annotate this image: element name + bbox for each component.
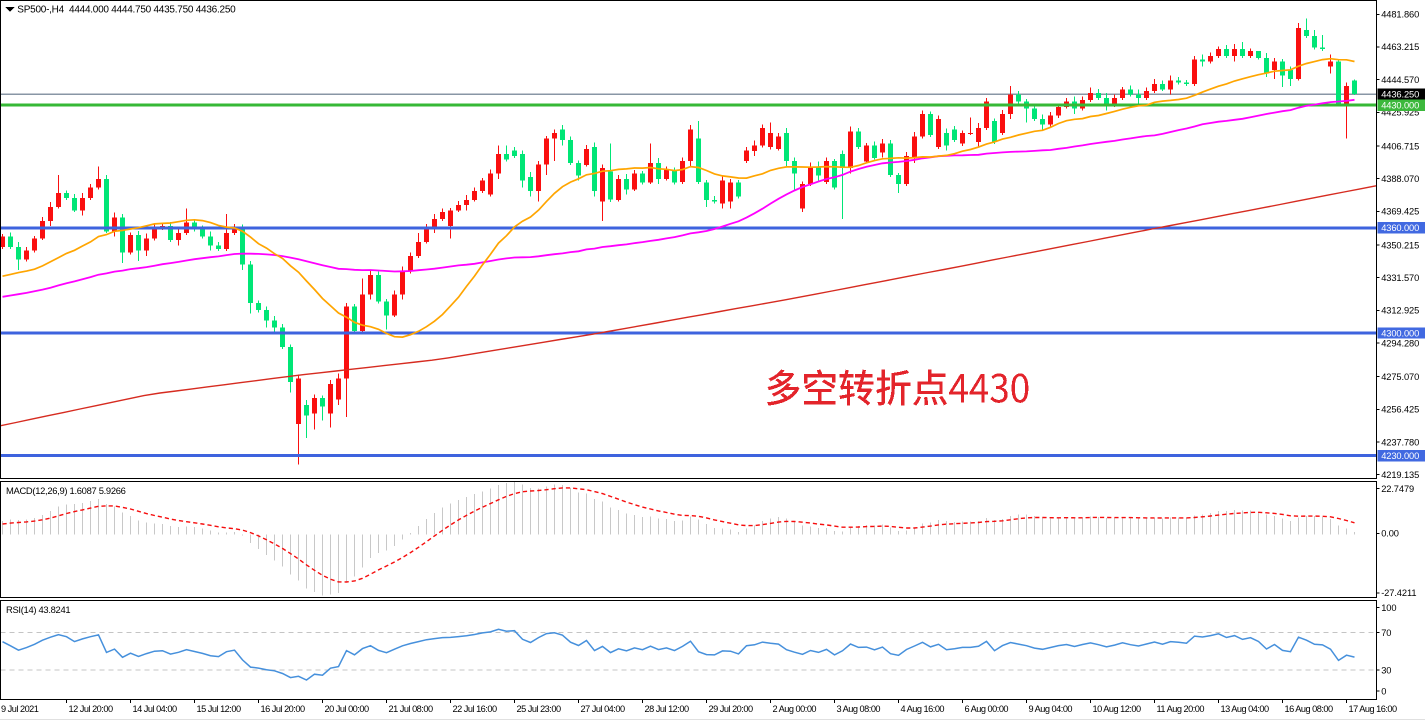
svg-text:4300.000: 4300.000 [1381, 328, 1419, 338]
svg-text:4444.570: 4444.570 [1381, 75, 1419, 85]
svg-text:9 Aug 04:00: 9 Aug 04:00 [1029, 704, 1073, 714]
svg-text:6 Aug 00:00: 6 Aug 00:00 [965, 704, 1009, 714]
svg-text:17 Aug 16:00: 17 Aug 16:00 [1349, 704, 1398, 714]
svg-text:4275.070: 4275.070 [1381, 372, 1419, 382]
svg-text:12 Jul 20:00: 12 Jul 20:00 [69, 704, 113, 714]
svg-text:4463.215: 4463.215 [1381, 42, 1419, 52]
svg-text:4294.280: 4294.280 [1381, 338, 1419, 348]
svg-text:4369.425: 4369.425 [1381, 207, 1419, 217]
svg-text:100: 100 [1381, 603, 1396, 613]
svg-text:28 Jul 12:00: 28 Jul 12:00 [645, 704, 689, 714]
svg-text:4388.070: 4388.070 [1381, 174, 1419, 184]
svg-text:0.00: 0.00 [1381, 529, 1399, 539]
svg-text:30: 30 [1381, 665, 1391, 675]
svg-text:21 Jul 08:00: 21 Jul 08:00 [389, 704, 433, 714]
svg-text:16 Aug 08:00: 16 Aug 08:00 [1285, 704, 1334, 714]
svg-text:2 Aug 00:00: 2 Aug 00:00 [773, 704, 817, 714]
svg-text:4360.000: 4360.000 [1381, 223, 1419, 233]
svg-text:10 Aug 12:00: 10 Aug 12:00 [1093, 704, 1142, 714]
svg-text:4350.215: 4350.215 [1381, 240, 1419, 250]
svg-text:13 Aug 04:00: 13 Aug 04:00 [1221, 704, 1270, 714]
svg-text:4312.925: 4312.925 [1381, 306, 1419, 316]
svg-text:22 Jul 16:00: 22 Jul 16:00 [453, 704, 497, 714]
svg-text:4 Aug 16:00: 4 Aug 16:00 [901, 704, 945, 714]
svg-text:29 Jul 20:00: 29 Jul 20:00 [709, 704, 753, 714]
svg-text:-27.4211: -27.4211 [1381, 588, 1416, 598]
svg-text:RSI(14) 43.8241: RSI(14) 43.8241 [6, 604, 70, 615]
svg-text:11 Aug 20:00: 11 Aug 20:00 [1157, 704, 1205, 714]
svg-text:25 Jul 23:00: 25 Jul 23:00 [517, 704, 561, 714]
svg-text:4406.715: 4406.715 [1381, 141, 1419, 151]
svg-text:70: 70 [1381, 628, 1391, 638]
svg-text:4237.780: 4237.780 [1381, 437, 1419, 447]
svg-text:14 Jul 04:00: 14 Jul 04:00 [133, 704, 177, 714]
svg-text:22.7479: 22.7479 [1381, 484, 1414, 494]
svg-text:4230.000: 4230.000 [1381, 451, 1419, 461]
svg-text:SP500-,H4 4444.000 4444.750 4: SP500-,H4 4444.000 4444.750 4435.750 443… [17, 4, 236, 15]
svg-text:4436.250: 4436.250 [1381, 90, 1419, 100]
svg-text:16 Jul 20:00: 16 Jul 20:00 [261, 704, 305, 714]
svg-text:9 Jul 2021: 9 Jul 2021 [1, 704, 39, 714]
svg-text:3 Aug 08:00: 3 Aug 08:00 [837, 704, 881, 714]
svg-text:4425.925: 4425.925 [1381, 108, 1419, 118]
svg-text:4256.425: 4256.425 [1381, 405, 1419, 415]
svg-text:27 Jul 04:00: 27 Jul 04:00 [581, 704, 625, 714]
svg-text:0: 0 [1381, 686, 1386, 696]
svg-text:4219.135: 4219.135 [1381, 470, 1419, 480]
svg-text:15 Jul 12:00: 15 Jul 12:00 [197, 704, 241, 714]
svg-text:20 Jul 00:00: 20 Jul 00:00 [325, 704, 369, 714]
svg-text:4481.860: 4481.860 [1381, 10, 1419, 20]
svg-text:4331.570: 4331.570 [1381, 273, 1419, 283]
svg-text:4430.000: 4430.000 [1381, 101, 1419, 111]
svg-text:MACD(12,26,9) 1.6087 5.9266: MACD(12,26,9) 1.6087 5.9266 [6, 485, 126, 496]
